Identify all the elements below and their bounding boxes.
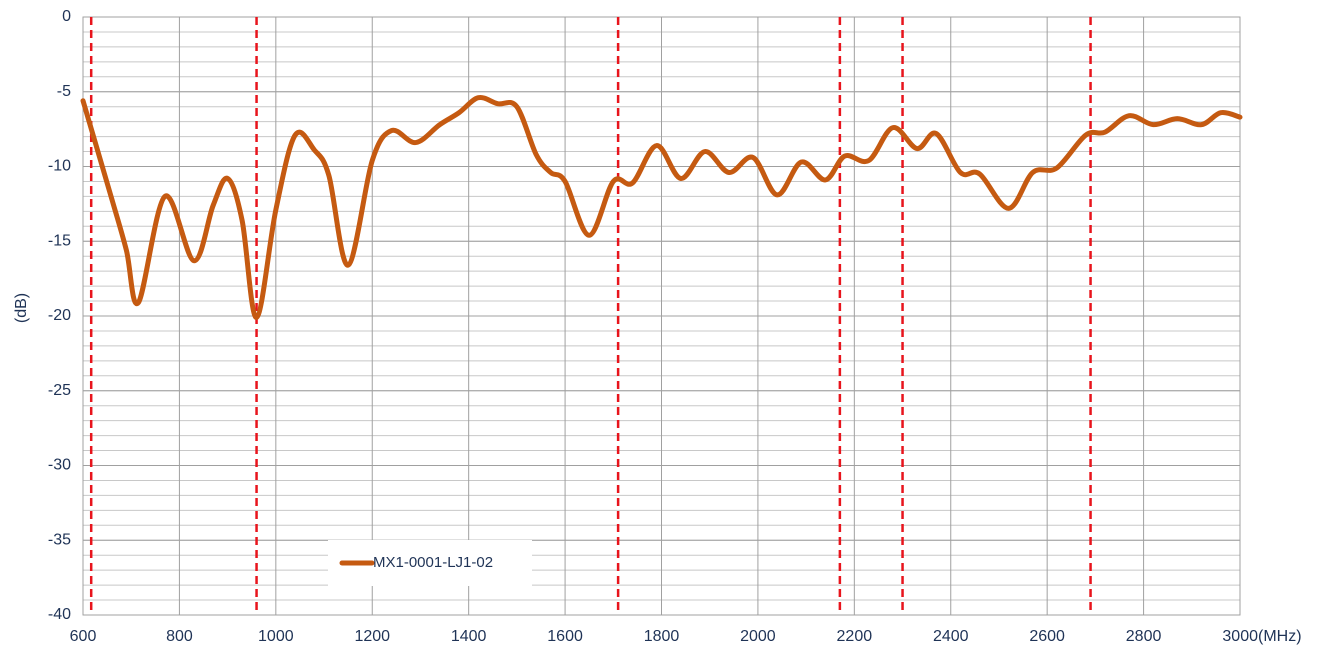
legend-label: MX1-0001-LJ1-02 xyxy=(373,554,493,571)
x-tick-label: 2200 xyxy=(837,628,873,645)
data-line xyxy=(80,95,1243,320)
y-tick-label: -5 xyxy=(57,83,71,100)
x-tick-label: 1600 xyxy=(547,628,583,645)
x-tick-label: 2000 xyxy=(740,628,776,645)
y-tick-label: -35 xyxy=(48,531,71,548)
x-tick-label: 600 xyxy=(70,628,97,645)
x-tick-label: 1200 xyxy=(354,628,390,645)
y-tick-label: -25 xyxy=(48,382,71,399)
y-tick-label: -20 xyxy=(48,307,71,324)
x-tick-label: 3000 xyxy=(1222,628,1258,645)
x-tick-label: 2600 xyxy=(1029,628,1065,645)
x-tick-label: 1000 xyxy=(258,628,294,645)
y-tick-label: -15 xyxy=(48,232,71,249)
x-tick-label: 2800 xyxy=(1126,628,1162,645)
y-axis-label: (dB) xyxy=(13,293,30,323)
y-tick-label: -40 xyxy=(48,606,71,623)
y-tick-label: 0 xyxy=(62,8,71,25)
x-tick-label: 1800 xyxy=(644,628,680,645)
y-tick-label: -10 xyxy=(48,158,71,175)
x-tick-label: 1400 xyxy=(451,628,487,645)
x-axis-label: (MHz) xyxy=(1258,628,1302,645)
x-tick-label: 2400 xyxy=(933,628,969,645)
x-tick-label: 800 xyxy=(166,628,193,645)
y-tick-label: -30 xyxy=(48,457,71,474)
